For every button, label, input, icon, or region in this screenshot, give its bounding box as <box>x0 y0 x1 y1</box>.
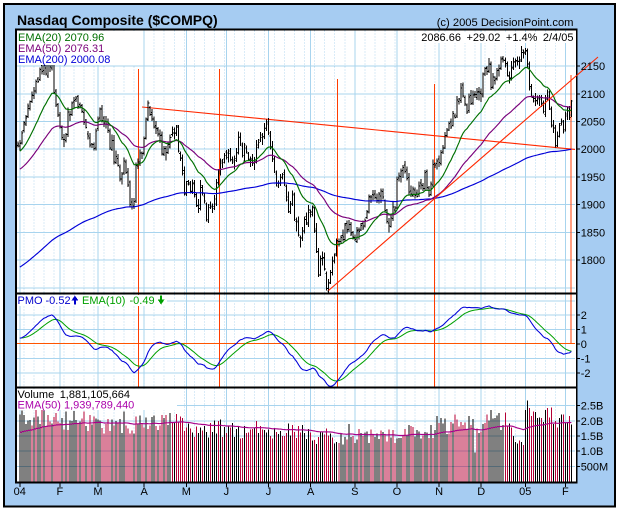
svg-text:EMA(50) 2076.31: EMA(50) 2076.31 <box>18 43 104 55</box>
svg-text:2.0B: 2.0B <box>581 416 604 428</box>
svg-text:M: M <box>182 486 191 498</box>
svg-text:D: D <box>477 486 485 498</box>
svg-text:O: O <box>393 486 402 498</box>
svg-text:-0.52: -0.52 <box>46 295 71 307</box>
svg-text:04: 04 <box>14 486 26 498</box>
svg-text:05: 05 <box>519 486 531 498</box>
svg-text:1850: 1850 <box>581 227 605 239</box>
svg-text:Volume 1,881,105,664: Volume 1,881,105,664 <box>18 389 131 401</box>
svg-text:A: A <box>307 486 315 498</box>
svg-text:1.5B: 1.5B <box>581 431 604 443</box>
svg-text:F: F <box>562 486 569 498</box>
svg-text:1950: 1950 <box>581 172 605 184</box>
svg-text:0: 0 <box>581 339 587 351</box>
svg-text:1.0B: 1.0B <box>581 446 604 458</box>
svg-text:2086.66 +29.02 +1.4% 2/4/05: 2086.66 +29.02 +1.4% 2/4/05 <box>421 32 573 44</box>
svg-text:J: J <box>266 486 272 498</box>
svg-text:M: M <box>93 486 102 498</box>
svg-text:F: F <box>57 486 64 498</box>
svg-text:2: 2 <box>581 310 587 322</box>
svg-text:EMA(20) 2070.96: EMA(20) 2070.96 <box>18 32 104 44</box>
svg-text:2000: 2000 <box>581 144 605 156</box>
svg-text:(c) 2005 DecisionPoint.com: (c) 2005 DecisionPoint.com <box>437 17 574 29</box>
svg-text:PMO: PMO <box>18 295 44 307</box>
svg-text:Nasdaq Composite ($COMPQ): Nasdaq Composite ($COMPQ) <box>17 12 218 28</box>
svg-text:-1: -1 <box>581 353 591 365</box>
svg-text:A: A <box>141 486 149 498</box>
svg-text:2050: 2050 <box>581 117 605 129</box>
svg-text:1900: 1900 <box>581 200 605 212</box>
svg-text:2100: 2100 <box>581 89 605 101</box>
svg-text:500M: 500M <box>581 461 609 473</box>
svg-text:J: J <box>224 486 230 498</box>
svg-text:N: N <box>435 486 443 498</box>
svg-text:1: 1 <box>581 325 587 337</box>
svg-text:1800: 1800 <box>581 255 605 267</box>
svg-text:-2: -2 <box>581 368 591 380</box>
svg-text:EMA(10): EMA(10) <box>82 295 125 307</box>
svg-text:S: S <box>351 486 358 498</box>
svg-text:EMA(200) 2000.08: EMA(200) 2000.08 <box>18 54 110 66</box>
svg-text:-0.49: -0.49 <box>130 295 155 307</box>
svg-text:2.5B: 2.5B <box>581 401 604 413</box>
svg-text:2150: 2150 <box>581 61 605 73</box>
svg-text:EMA(50) 1,939,789,440: EMA(50) 1,939,789,440 <box>18 400 135 412</box>
